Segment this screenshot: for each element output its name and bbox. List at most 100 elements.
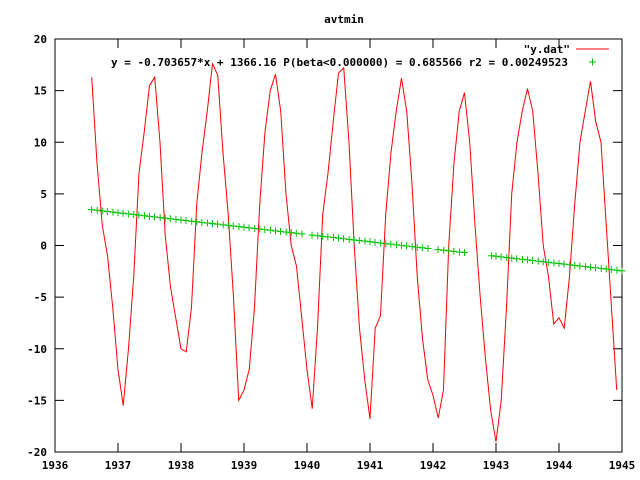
fit-point <box>166 215 174 223</box>
series-data <box>91 61 618 442</box>
fit-point <box>607 266 615 274</box>
fit-point <box>403 242 411 250</box>
fit-point <box>203 219 211 227</box>
fit-point <box>461 249 468 257</box>
fit-point <box>398 241 405 249</box>
fit-point <box>277 227 285 235</box>
fit-point <box>544 258 552 266</box>
fit-point <box>261 226 269 234</box>
fit-point <box>287 229 295 237</box>
series-fit <box>88 206 626 275</box>
y-tick-label: -10 <box>27 343 47 356</box>
fit-point <box>88 206 96 214</box>
fit-point <box>319 232 327 240</box>
fit-point <box>209 220 216 228</box>
fit-point <box>240 223 248 231</box>
fit-point <box>130 211 138 219</box>
fit-point <box>103 207 111 215</box>
fit-point <box>492 252 500 260</box>
x-tick-label: 1938 <box>168 459 195 472</box>
axes: -20 -15 -10 -5 0 5 10 15 20 1936 1937 1938 1939 1940 1… <box>27 33 635 472</box>
fit-point <box>597 264 605 272</box>
fit-point <box>455 248 463 256</box>
fit-point <box>361 237 369 245</box>
fit-point <box>382 240 390 248</box>
x-tick-label: 1939 <box>231 459 258 472</box>
fit-point <box>529 257 537 265</box>
y-tick-label: 10 <box>34 136 47 149</box>
fit-point <box>613 266 621 274</box>
fit-point <box>560 260 568 268</box>
fit-point <box>587 263 594 271</box>
fit-point <box>119 209 127 217</box>
fit-point <box>371 238 379 246</box>
x-tick-label: 1942 <box>420 459 447 472</box>
fit-point <box>408 243 416 251</box>
fit-point <box>340 235 348 243</box>
y-tick-label: -20 <box>27 446 47 459</box>
fit-point <box>214 220 222 228</box>
fit-point <box>256 225 264 233</box>
fit-point <box>581 263 589 271</box>
x-tick-label: 1944 <box>546 459 573 472</box>
fit-point <box>392 241 400 249</box>
fit-point <box>329 234 337 242</box>
fit-point <box>125 210 133 218</box>
fit-point <box>550 259 558 267</box>
fit-point <box>151 213 159 221</box>
fit-point <box>350 236 358 244</box>
fit-point <box>335 234 342 242</box>
fit-point <box>440 246 448 254</box>
fit-point <box>566 261 574 269</box>
data-line <box>91 61 618 442</box>
legend-label-fit: y = -0.703657*x + 1366.16 P(beta<0.00000… <box>111 56 568 69</box>
fit-point <box>377 239 385 247</box>
x-tick-label: 1941 <box>357 459 384 472</box>
fit-point <box>140 212 148 220</box>
fit-point <box>172 215 180 223</box>
fit-point <box>450 247 458 255</box>
fit-point <box>387 240 395 248</box>
fit-point <box>366 238 374 246</box>
y-tick-label: 0 <box>40 240 47 253</box>
fit-point <box>345 235 353 243</box>
x-tick-label: 1945 <box>609 459 636 472</box>
fit-point <box>188 217 196 225</box>
fit-point <box>314 232 322 240</box>
fit-point <box>245 224 253 232</box>
fit-point <box>308 231 316 239</box>
y-tick-label: 20 <box>34 33 47 46</box>
fit-point <box>618 267 626 275</box>
fit-point <box>424 244 432 252</box>
legend: "y.dat" y = -0.703657*x + 1366.16 P(beta… <box>111 43 609 69</box>
chart-title: avtmin <box>324 13 364 26</box>
x-tick-label: 1940 <box>294 459 321 472</box>
fit-point <box>182 217 190 225</box>
fit-point <box>235 223 243 231</box>
legend-label-data: "y.dat" <box>524 43 570 56</box>
fit-point <box>508 254 516 262</box>
fit-point <box>114 209 122 217</box>
fit-point <box>135 211 143 219</box>
fit-point <box>571 261 579 269</box>
y-tick-label: -15 <box>27 394 47 407</box>
series-layer <box>88 61 626 442</box>
fit-point <box>298 230 306 238</box>
fit-point <box>177 216 185 224</box>
fit-point <box>576 262 584 270</box>
fit-point <box>282 228 290 236</box>
y-tick-label: 5 <box>40 188 47 201</box>
fit-point <box>418 244 426 252</box>
fit-point <box>98 207 106 215</box>
fit-point <box>503 254 511 262</box>
fit-point <box>93 206 101 214</box>
fit-point <box>555 260 563 268</box>
fit-point <box>146 212 153 220</box>
fit-point <box>161 214 169 222</box>
fit-point <box>198 218 206 226</box>
fit-point <box>229 222 237 230</box>
fit-point <box>445 247 453 255</box>
fit-point <box>156 214 164 222</box>
fit-point <box>534 257 542 265</box>
